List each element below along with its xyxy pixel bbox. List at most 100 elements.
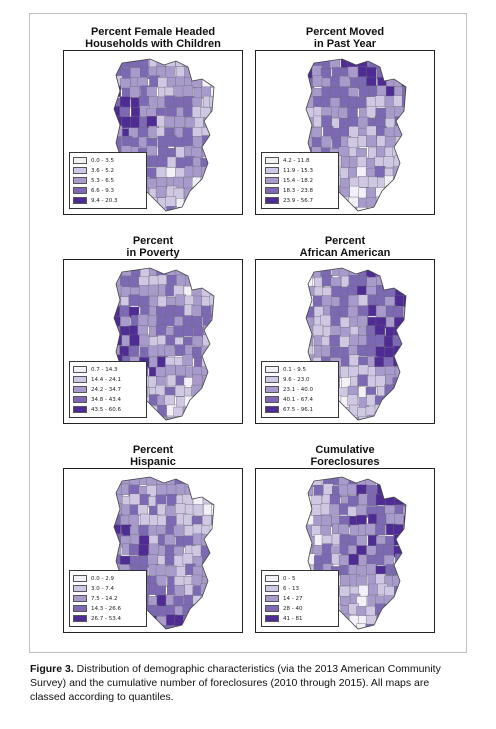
map-frame: 0.7 - 14.3 14.4 - 24.1 24.2 - 34.7 34.8 - 4… [63,259,243,424]
legend-row: 23.9 - 56.7 [265,196,335,205]
census-tract [147,207,158,211]
census-tract [385,485,396,497]
census-tract [202,395,213,407]
census-tract [384,136,396,148]
legend-label: 5.3 - 6.5 [91,177,114,184]
census-tract [329,59,341,69]
census-tract [209,377,214,389]
census-tract [365,523,376,535]
census-tract [348,365,359,378]
legend-swatch [265,585,279,592]
census-tract [201,626,213,629]
census-tract [375,207,386,211]
census-tract [366,563,377,576]
census-tract [402,533,406,546]
census-tract [392,575,403,587]
census-tract [403,206,406,211]
census-tract [403,146,406,159]
census-tract [210,165,214,177]
census-tract [383,207,394,211]
legend-label: 43.5 - 60.6 [91,406,121,413]
census-tract [383,196,395,209]
choropleth-map [305,476,407,630]
census-tract [114,207,123,211]
census-tract [347,294,359,307]
legend-label: 11.9 - 15.3 [283,167,313,174]
census-tract [392,484,403,496]
legend-swatch [73,366,87,373]
legend-swatch [73,376,87,383]
city-boundary [113,476,215,630]
census-tract [210,197,214,210]
census-tract [348,274,360,287]
census-tract [138,544,149,557]
census-tract [404,573,406,586]
census-tract [348,126,360,138]
census-tract [209,604,214,617]
census-tract [192,624,203,629]
census-tract [211,385,214,397]
legend-label: 9.6 - 23.0 [283,376,310,383]
census-tract [403,196,406,209]
panel-title: Cumulative Foreclosures [310,444,380,468]
census-tract [402,178,406,190]
census-tract [374,404,386,416]
legend: 0 - 5 6 - 13 14 - 27 28 - 40 41 - 81 [261,570,339,627]
census-tract [209,365,214,377]
census-tract [175,146,186,158]
legend-swatch [265,615,279,622]
census-tract [137,314,149,326]
legend-row: 7.5 - 14.2 [73,594,143,603]
census-tract [120,78,131,90]
census-tract [401,95,406,107]
census-tract [165,196,176,208]
city-boundary [113,267,215,421]
census-tract [358,493,369,506]
legend-label: 24.2 - 34.7 [91,386,121,393]
legend-row: 15.4 - 18.2 [265,176,335,185]
census-tract [155,166,167,179]
census-tract [329,493,341,506]
census-tract [201,346,212,358]
census-tract [366,125,377,138]
census-tract [193,195,204,208]
census-tract [157,77,169,89]
census-tract [384,623,395,629]
census-tract [183,105,194,117]
census-tract [394,595,406,608]
census-tract [119,59,131,68]
census-tract [138,59,149,69]
legend-label: 26.7 - 53.4 [91,615,121,622]
census-tract [147,554,158,566]
census-tract [182,625,193,629]
legend-row: 23.1 - 40.0 [265,385,335,394]
census-tract [191,305,203,317]
census-tract [155,186,167,198]
census-tract [349,185,360,198]
legend-label: 14.3 - 26.6 [91,605,121,612]
census-tract [375,305,387,317]
map-frame: 0.0 - 2.9 3.0 - 7.4 7.5 - 14.2 14.3 - 26.6 2… [63,468,243,633]
census-tract [321,295,333,307]
legend-row: 34.8 - 43.4 [73,395,143,404]
census-tract [164,66,176,78]
census-tract [403,105,406,118]
census-tract [395,185,406,198]
census-tract [366,96,377,108]
census-tract [402,406,406,418]
census-tract [191,274,202,286]
census-tract [210,178,214,190]
census-tract [209,524,214,537]
census-tract [146,116,157,128]
census-tract [164,314,176,327]
census-tract [146,145,158,158]
census-tract [374,356,385,369]
legend-row: 3.6 - 5.2 [73,166,143,175]
census-tract [175,483,187,495]
census-tract [114,125,123,137]
legend-label: 14.4 - 24.1 [91,376,121,383]
census-tract [211,614,214,626]
census-tract [114,136,122,148]
map-frame: 0 - 5 6 - 13 14 - 27 28 - 40 41 - 81 [255,468,435,633]
legend-label: 0 - 5 [283,575,296,582]
